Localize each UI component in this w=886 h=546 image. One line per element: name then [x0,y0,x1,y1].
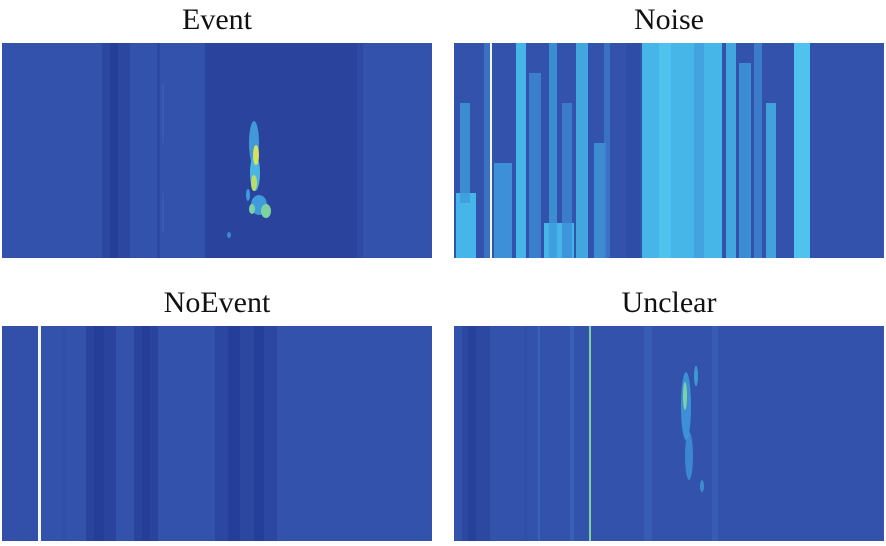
spectrogram-noise-svg [454,43,884,258]
noise-bands [456,43,810,258]
panel-title: NoEvent [163,286,271,319]
spectrogram-unclear [454,326,884,541]
event-signal [227,121,271,238]
unclear-green-line [589,326,591,541]
spectrogram-event [2,43,432,258]
spectrogram-unclear-svg [454,326,884,541]
spectrogram-noevent-svg [2,326,432,541]
panel-title: Noise [634,3,704,36]
spectrogram-noise [454,43,884,258]
noevent-white-line [38,326,41,541]
spectrogram-noevent [2,326,432,541]
noise-white-line [490,43,492,258]
panel-title: Event [182,3,252,36]
panel-title: Unclear [621,286,717,319]
unclear-signal [681,366,704,492]
spectrogram-event-svg [2,43,432,258]
